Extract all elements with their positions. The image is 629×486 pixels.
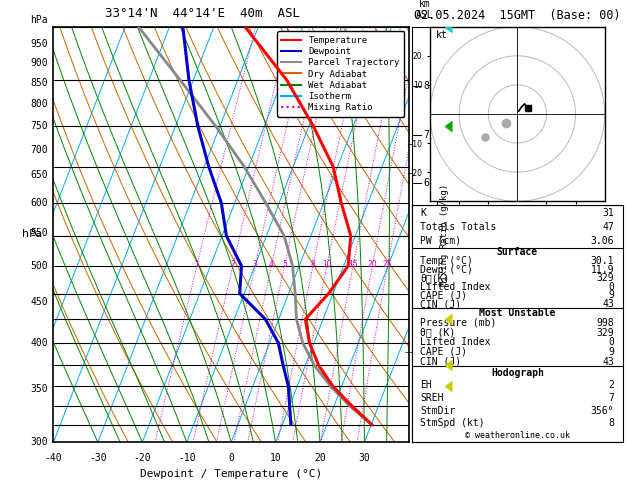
Text: 3: 3: [423, 315, 429, 325]
Text: 350: 350: [31, 384, 48, 394]
Text: 30.1: 30.1: [591, 256, 615, 266]
Text: -20: -20: [133, 452, 151, 463]
Text: K: K: [420, 208, 426, 218]
Text: 30: 30: [359, 452, 370, 463]
Text: SREH: SREH: [420, 393, 444, 403]
Text: 0: 0: [608, 282, 615, 292]
Text: 0: 0: [228, 452, 234, 463]
Text: 2: 2: [230, 260, 235, 269]
Text: Pressure (mb): Pressure (mb): [420, 318, 497, 328]
Text: hPa: hPa: [31, 15, 48, 25]
Text: © weatheronline.co.uk: © weatheronline.co.uk: [465, 432, 570, 440]
Text: 7: 7: [608, 393, 615, 403]
Text: Totals Totals: Totals Totals: [420, 222, 497, 232]
Text: Hodograph: Hodograph: [491, 368, 544, 378]
Text: 950: 950: [31, 39, 48, 50]
Text: Dewp (°C): Dewp (°C): [420, 264, 473, 275]
Text: Lifted Index: Lifted Index: [420, 337, 491, 347]
Text: 8: 8: [311, 260, 315, 269]
Text: 2: 2: [423, 358, 429, 368]
Text: CAPE (J): CAPE (J): [420, 291, 467, 300]
Text: 700: 700: [31, 145, 48, 155]
Text: 5: 5: [282, 260, 287, 269]
Text: 1: 1: [423, 400, 429, 410]
Text: 750: 750: [31, 121, 48, 131]
Text: Surface: Surface: [497, 247, 538, 258]
Text: 2: 2: [608, 381, 615, 390]
Text: 33°14'N  44°14'E  40m  ASL: 33°14'N 44°14'E 40m ASL: [105, 7, 300, 20]
Text: 329: 329: [597, 273, 615, 283]
Text: 4: 4: [269, 260, 274, 269]
Text: 9: 9: [608, 291, 615, 300]
Text: 8: 8: [423, 81, 429, 91]
Text: CIN (J): CIN (J): [420, 357, 462, 366]
Text: 998: 998: [597, 318, 615, 328]
Text: 20: 20: [314, 452, 326, 463]
Text: 15: 15: [348, 260, 358, 269]
Text: 9: 9: [608, 347, 615, 357]
Text: 31: 31: [603, 208, 615, 218]
Text: Most Unstable: Most Unstable: [479, 308, 555, 318]
Text: 7: 7: [423, 130, 429, 140]
Text: 5: 5: [423, 225, 429, 235]
Text: 10: 10: [322, 260, 331, 269]
Text: StmSpd (kt): StmSpd (kt): [420, 418, 485, 428]
Text: 1: 1: [194, 260, 199, 269]
Text: 25: 25: [382, 260, 392, 269]
Legend: Temperature, Dewpoint, Parcel Trajectory, Dry Adiabat, Wet Adiabat, Isotherm, Mi: Temperature, Dewpoint, Parcel Trajectory…: [277, 31, 404, 117]
Text: 600: 600: [31, 198, 48, 208]
Text: CIN (J): CIN (J): [420, 299, 462, 309]
Text: 20: 20: [367, 260, 377, 269]
Text: 300: 300: [31, 437, 48, 447]
Text: 550: 550: [31, 228, 48, 238]
Text: 6: 6: [423, 178, 429, 188]
Text: 500: 500: [31, 261, 48, 271]
Text: hPa: hPa: [22, 229, 42, 240]
Text: -40: -40: [45, 452, 62, 463]
Text: 800: 800: [31, 99, 48, 109]
Text: 11.9: 11.9: [591, 264, 615, 275]
Text: 8: 8: [608, 418, 615, 428]
Text: 0: 0: [608, 337, 615, 347]
Text: 3.06: 3.06: [591, 236, 615, 246]
Text: 329: 329: [597, 328, 615, 338]
Text: 47: 47: [603, 222, 615, 232]
Text: 356°: 356°: [591, 406, 615, 416]
Text: 10: 10: [270, 452, 281, 463]
Text: km
ASL: km ASL: [416, 0, 433, 20]
Text: 650: 650: [31, 171, 48, 180]
Text: Temp (°C): Temp (°C): [420, 256, 473, 266]
Text: LCL: LCL: [409, 112, 429, 122]
Text: 4: 4: [423, 270, 429, 280]
Text: PW (cm): PW (cm): [420, 236, 462, 246]
Text: 3: 3: [253, 260, 257, 269]
Text: 43: 43: [603, 357, 615, 366]
Text: θᴇ(K): θᴇ(K): [420, 273, 450, 283]
Text: CAPE (J): CAPE (J): [420, 347, 467, 357]
Text: 43: 43: [603, 299, 615, 309]
Text: 850: 850: [31, 78, 48, 88]
Text: 02.05.2024  15GMT  (Base: 00): 02.05.2024 15GMT (Base: 00): [414, 9, 621, 22]
Text: Dewpoint / Temperature (°C): Dewpoint / Temperature (°C): [140, 469, 322, 479]
Text: Lifted Index: Lifted Index: [420, 282, 491, 292]
Text: -30: -30: [89, 452, 107, 463]
Text: 400: 400: [31, 338, 48, 348]
Text: -10: -10: [178, 452, 196, 463]
Text: kt: kt: [436, 30, 448, 40]
Text: θᴇ (K): θᴇ (K): [420, 328, 455, 338]
Text: 450: 450: [31, 297, 48, 307]
Text: Mixing Ratio (g/kg): Mixing Ratio (g/kg): [440, 183, 449, 286]
Text: EH: EH: [420, 381, 432, 390]
Text: StmDir: StmDir: [420, 406, 455, 416]
Text: 900: 900: [31, 58, 48, 68]
